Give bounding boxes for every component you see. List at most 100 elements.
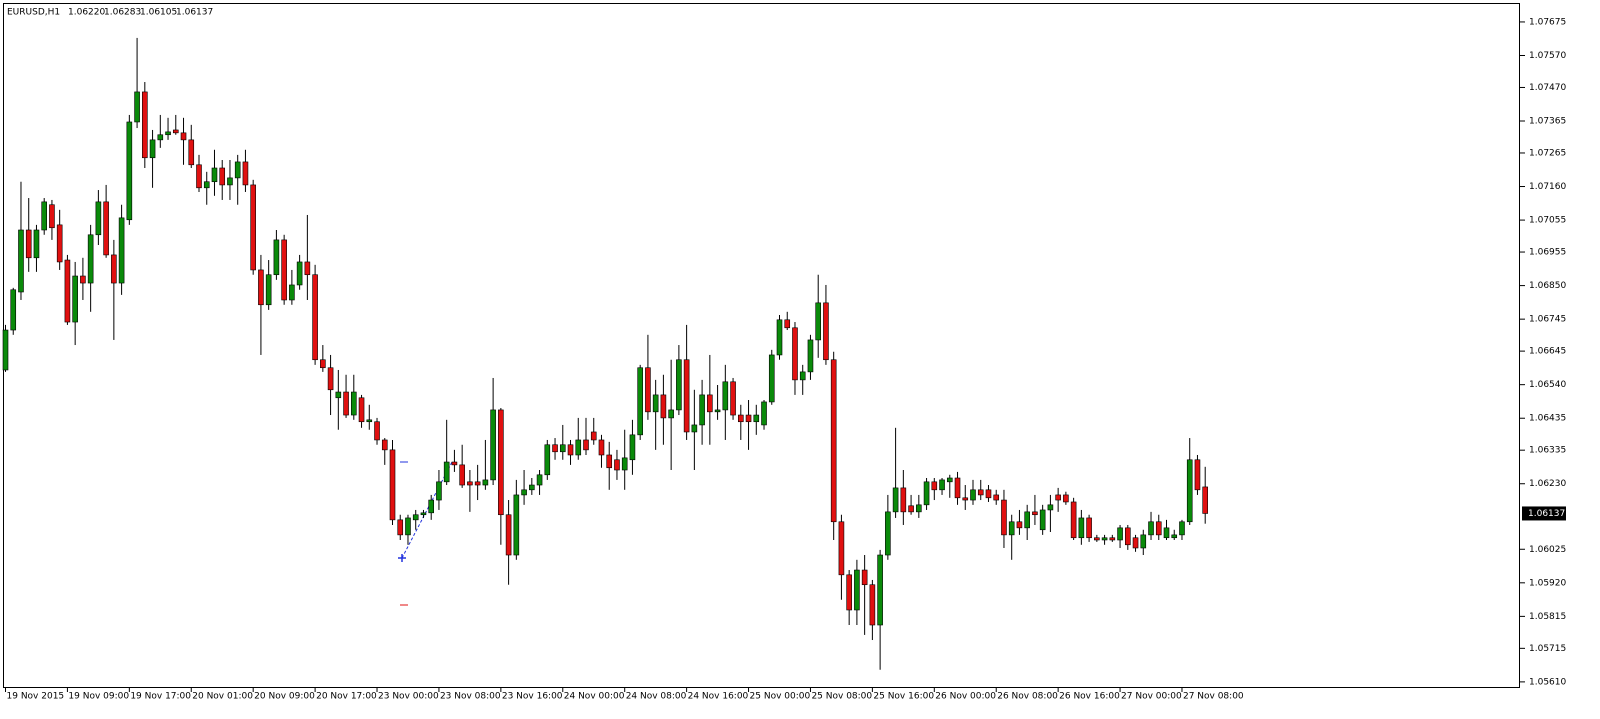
quote-high: 1.06283	[104, 8, 141, 18]
candle-body	[1179, 521, 1185, 536]
candle-body	[536, 474, 543, 486]
candle-body	[80, 275, 86, 284]
candle-body	[931, 481, 938, 491]
candle-body	[273, 239, 280, 276]
candle-body	[1039, 509, 1046, 531]
candle-body	[567, 444, 574, 456]
candle-body	[861, 569, 868, 586]
candle-body	[18, 229, 24, 293]
candle-body	[1094, 537, 1100, 541]
candle-body	[575, 439, 582, 456]
candle-body	[962, 497, 969, 501]
x-tick-label: 20 Nov 01:00	[192, 692, 253, 702]
x-tick-label: 26 Nov 00:00	[935, 692, 996, 702]
candle-body	[1032, 511, 1038, 516]
candle-body	[397, 519, 404, 536]
candle-body	[335, 391, 342, 399]
candle-body	[180, 132, 187, 141]
candle-body	[1163, 527, 1170, 539]
candle-body	[529, 484, 535, 491]
candle-body	[885, 511, 891, 556]
candle-body	[312, 274, 318, 361]
candle-body	[1171, 534, 1178, 539]
candle-body	[157, 134, 164, 141]
candle-body	[490, 409, 496, 481]
candle-body	[188, 139, 195, 166]
y-tick-label: 1.07470	[1529, 83, 1566, 93]
candle-body	[877, 554, 883, 626]
y-tick-label: 1.06645	[1529, 347, 1566, 357]
x-tick-label: 23 Nov 16:00	[502, 692, 563, 702]
y-tick-label: 1.07675	[1529, 17, 1566, 27]
x-tick-label: 20 Nov 09:00	[254, 692, 315, 702]
candle-body	[1047, 504, 1054, 511]
candle-body	[126, 121, 133, 221]
x-tick-label: 19 Nov 17:00	[130, 692, 191, 702]
candle-body	[258, 269, 264, 306]
candle-body	[33, 229, 40, 259]
candle-body	[621, 457, 628, 471]
candle-body	[745, 414, 752, 423]
candle-body	[629, 434, 636, 461]
candle-body	[1008, 521, 1015, 536]
candle-body	[784, 319, 791, 329]
candle-body	[41, 201, 48, 231]
candle-body	[459, 464, 465, 486]
candle-body	[118, 217, 125, 284]
y-tick-label: 1.06335	[1529, 446, 1566, 456]
y-tick-label: 1.06540	[1529, 380, 1566, 390]
candle-body	[149, 139, 156, 159]
candle-body	[467, 481, 473, 486]
candle-body	[1001, 499, 1007, 536]
candle-body	[645, 367, 651, 413]
candle-body	[892, 487, 899, 513]
candle-body	[954, 477, 961, 499]
x-tick-label: 24 Nov 00:00	[564, 692, 625, 702]
y-tick-label: 1.07055	[1529, 216, 1566, 226]
candle-body	[660, 394, 667, 419]
candle-body	[103, 201, 109, 256]
candle-body	[908, 505, 914, 513]
y-tick-label: 1.05815	[1529, 612, 1566, 622]
candle-body	[234, 161, 241, 179]
y-tick-label: 1.05715	[1529, 644, 1566, 654]
candle-body	[993, 494, 1000, 501]
candle-body	[343, 391, 349, 416]
y-tick-label: 1.06955	[1529, 248, 1566, 258]
candle-body	[946, 477, 953, 483]
candle-body	[977, 489, 984, 496]
candle-body	[985, 489, 992, 499]
candle-body	[1194, 459, 1201, 491]
x-tick-label: 23 Nov 00:00	[378, 692, 439, 702]
candle-body	[668, 409, 674, 419]
candle-body	[381, 439, 388, 451]
candle-body	[10, 289, 17, 331]
candle-body	[637, 367, 643, 436]
candle-body	[25, 229, 32, 259]
candle-body	[203, 181, 210, 189]
candle-body	[714, 409, 721, 413]
candle-body	[1101, 537, 1108, 541]
candle-body	[281, 239, 287, 301]
candle-body	[111, 254, 117, 284]
candle-body	[428, 499, 435, 514]
x-tick-label: 27 Nov 08:00	[1183, 692, 1244, 702]
candle-body	[1086, 517, 1092, 539]
x-tick-label: 20 Nov 17:00	[316, 692, 377, 702]
candle-body	[1070, 501, 1077, 539]
candle-body	[1078, 517, 1085, 539]
candle-body	[56, 224, 63, 263]
candle-body	[172, 129, 179, 134]
candle-body	[1155, 521, 1162, 536]
candle-body	[846, 574, 852, 611]
candle-body	[196, 164, 202, 189]
x-tick-label: 23 Nov 08:00	[440, 692, 501, 702]
y-tick-label: 1.06850	[1529, 281, 1566, 291]
candle-body	[327, 367, 334, 391]
candle-body	[1024, 511, 1030, 529]
y-tick-label: 1.07160	[1529, 182, 1566, 192]
candle-body	[211, 167, 218, 183]
candle-body	[552, 444, 558, 453]
candle-body	[676, 359, 682, 411]
